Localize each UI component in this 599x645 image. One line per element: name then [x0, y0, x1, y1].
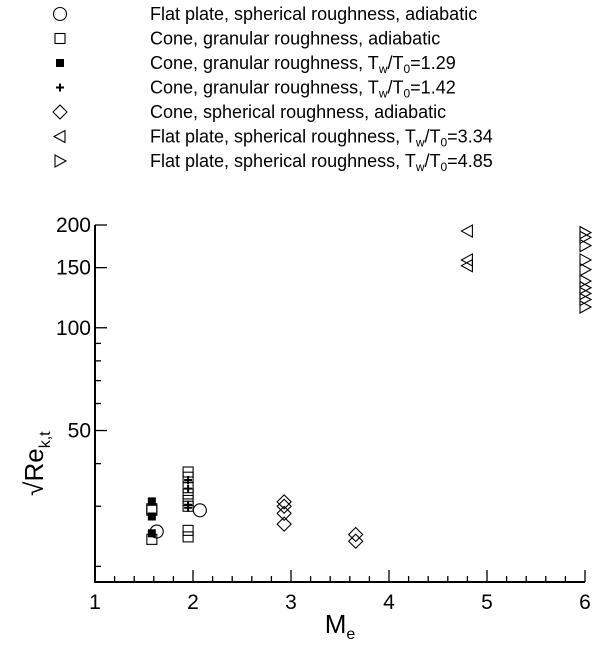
legend-label: Flat plate, spherical roughness, adiabat…	[150, 4, 477, 24]
data-point	[182, 531, 194, 543]
y-axis-label: √Rek,t	[19, 431, 54, 496]
data-point	[579, 262, 593, 277]
legend-entry: Cone, granular roughness, adiabatic	[54, 29, 440, 49]
legend-label: Cone, granular roughness, Tw/T0=1.29	[150, 53, 456, 76]
legend-marker	[52, 6, 68, 22]
legend-entry: Cone, granular roughness, Tw/T0=1.29	[56, 53, 456, 76]
series-triangle-left	[460, 224, 473, 273]
legend-entry: Cone, spherical roughness, adiabatic	[52, 102, 446, 122]
data-point	[579, 300, 593, 314]
series-circle	[149, 503, 207, 539]
data-point	[147, 512, 156, 521]
data-point	[579, 253, 593, 267]
data-point	[192, 503, 207, 518]
y-tick-label: 100	[56, 317, 91, 340]
x-axis-label: Me	[325, 609, 356, 643]
data-point	[579, 286, 593, 301]
y-tick-label: 150	[56, 257, 91, 280]
legend-label: Flat plate, spherical roughness, Tw/T0=3…	[150, 127, 493, 150]
data-point	[276, 505, 292, 522]
legend-entry: Cone, granular roughness, Tw/T0=1.42	[56, 78, 456, 101]
legend-label: Cone, granular roughness, Tw/T0=1.42	[150, 78, 456, 101]
x-tick-label: 3	[285, 591, 297, 614]
data-point	[147, 497, 156, 506]
series-filled-square	[147, 497, 156, 538]
data-point	[276, 494, 292, 510]
legend-entry: Flat plate, spherical roughness, adiabat…	[52, 4, 477, 24]
series-diamond	[276, 494, 364, 549]
legend-marker	[56, 83, 64, 92]
data-point	[579, 280, 593, 295]
data-point	[579, 238, 593, 253]
x-tick-label: 2	[187, 591, 199, 614]
legend-marker	[54, 154, 68, 168]
data-point	[347, 533, 364, 549]
x-tick-label: 4	[383, 591, 395, 614]
legend-marker	[52, 129, 66, 144]
legend-label: Cone, granular roughness, adiabatic	[150, 29, 440, 49]
data-point	[579, 274, 593, 289]
plot-axes: 1 2 3 4 5 6 200 150 100 50 Me √Rek,t	[19, 214, 591, 643]
y-tick-label: 50	[68, 420, 91, 443]
data-point	[182, 524, 194, 536]
legend: Flat plate, spherical roughness, adiabat…	[52, 4, 493, 174]
data-point	[184, 484, 193, 493]
data-point	[460, 258, 473, 273]
legend-marker	[52, 104, 68, 120]
data-point	[147, 529, 156, 538]
data-point	[460, 224, 473, 238]
data-point	[579, 225, 593, 240]
data-point	[347, 526, 364, 543]
x-tick-label: 5	[481, 591, 493, 614]
legend-entry: Flat plate, spherical roughness, Tw/T0=3…	[52, 127, 493, 150]
y-tick-label: 200	[56, 214, 91, 237]
data-point	[184, 500, 193, 509]
data-point	[276, 516, 292, 532]
legend-label: Flat plate, spherical roughness, Tw/T0=4…	[150, 151, 493, 174]
x-tick-label: 6	[579, 591, 591, 614]
data-point	[460, 253, 473, 267]
legend-label: Cone, spherical roughness, adiabatic	[150, 102, 446, 122]
series-plus	[184, 476, 193, 512]
series-triangle-right	[579, 225, 593, 314]
legend-marker	[54, 32, 66, 45]
x-tick-label: 1	[89, 591, 101, 614]
legend-entry: Flat plate, spherical roughness, Tw/T0=4…	[54, 151, 493, 174]
legend-marker	[56, 59, 64, 67]
data-point	[184, 476, 193, 485]
axis-frame	[94, 225, 585, 583]
plot-marks	[146, 224, 593, 549]
